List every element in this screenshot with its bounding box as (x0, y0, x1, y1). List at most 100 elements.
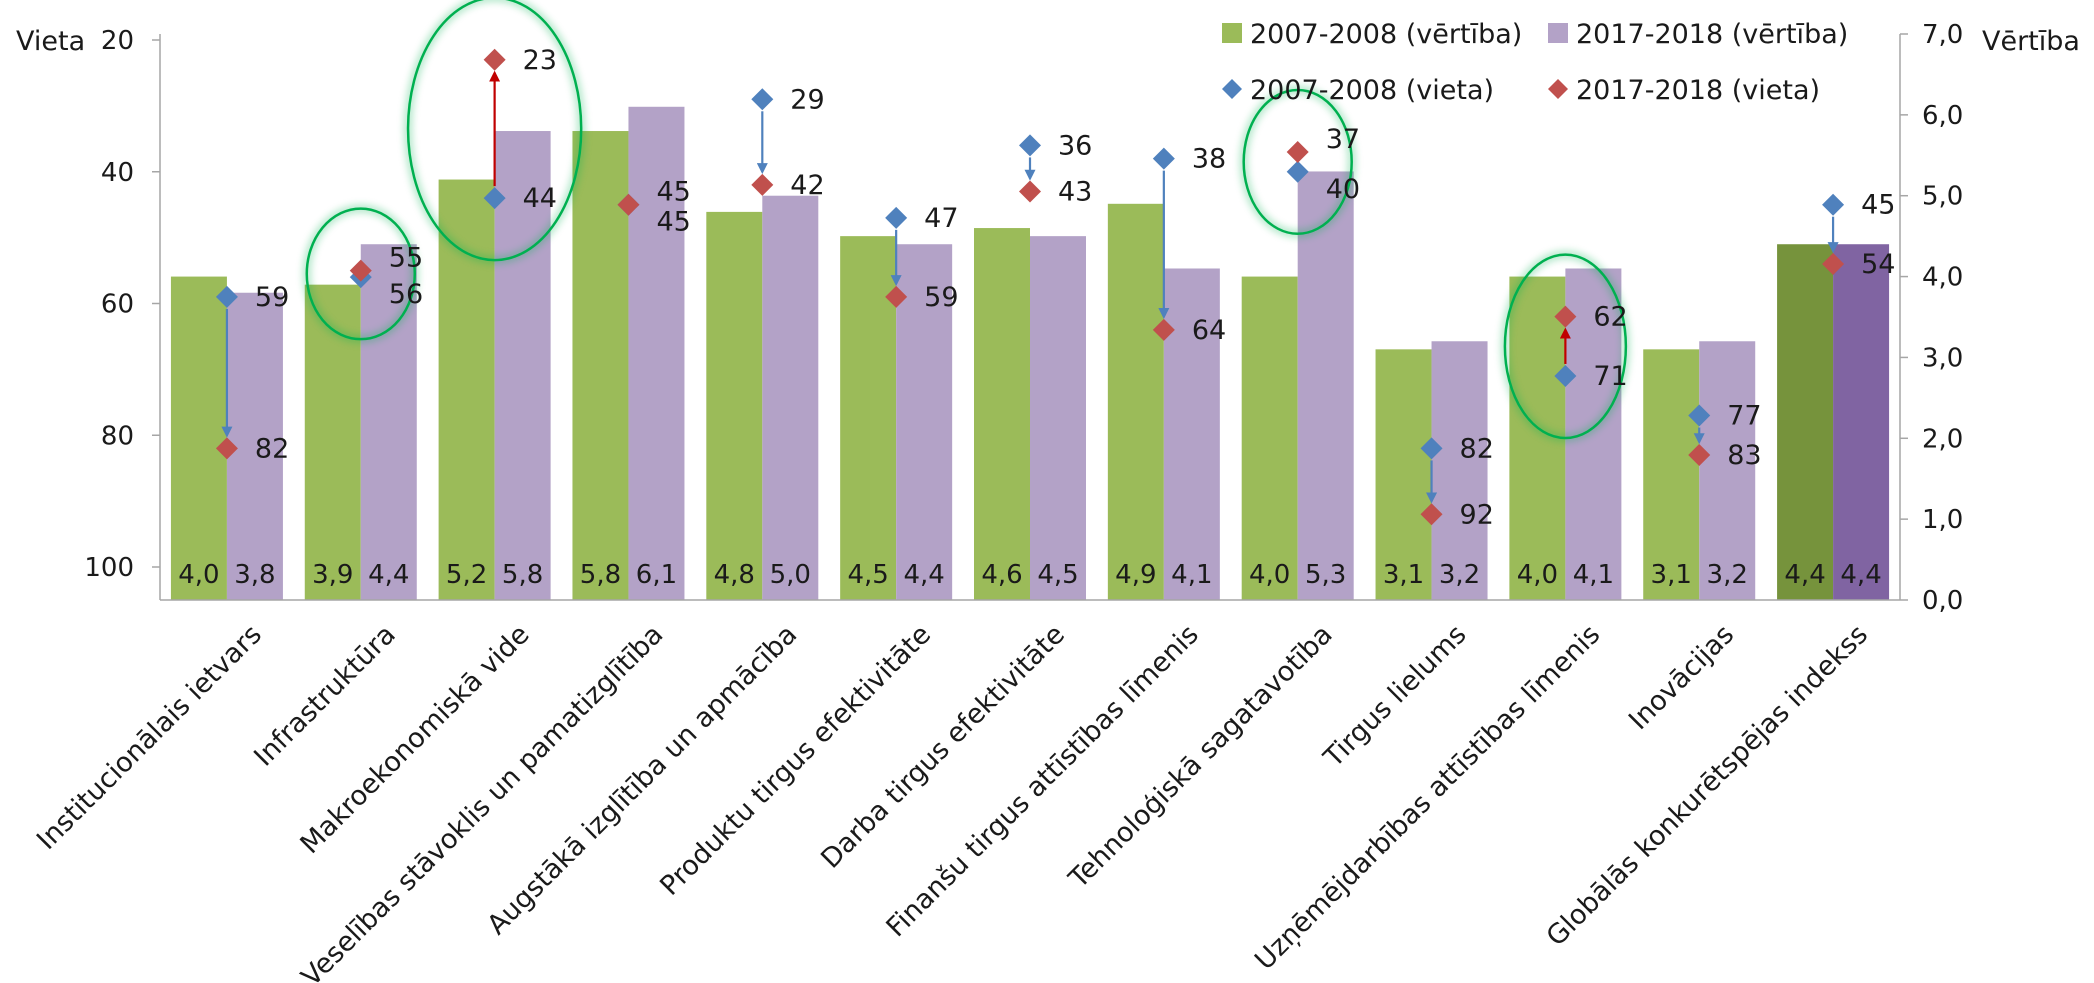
left-tick-label-2: 60 (101, 290, 134, 320)
rank-marker-2017-2 (483, 48, 506, 71)
category-label-6: Darba tirgus efektivitāte (815, 619, 1071, 875)
legend-swatch-3 (1548, 79, 1568, 99)
rank-label-2007-5: 47 (924, 203, 958, 234)
bar-2007-4 (706, 211, 763, 600)
rank-label-2017-3: 45 (656, 207, 690, 238)
legend-label-1: 2017-2018 (vērtība) (1576, 19, 1848, 50)
rank-label-2007-6: 36 (1058, 130, 1092, 161)
category-label-0: Institucionālais ietvars (31, 619, 268, 856)
rank-label-2017-12: 54 (1861, 249, 1895, 280)
rank-marker-2007-5 (885, 206, 908, 229)
bar-value-2017-12: 4,4 (1840, 560, 1881, 590)
left-tick-label-1: 40 (101, 158, 134, 188)
highlight-ellipse-0 (305, 207, 417, 341)
bar-value-2007-11: 3,1 (1651, 560, 1692, 590)
highlight-ellipses-layer (303, 0, 1630, 442)
bar-value-2007-7: 4,9 (1115, 560, 1156, 590)
category-label-9: Tirgus lielums (1317, 619, 1472, 774)
legend: 2007-2008 (vērtība) 2017-2018 (vērtība) 20… (1222, 19, 1848, 106)
rank-label-2007-2: 44 (523, 183, 557, 214)
bar-value-2007-3: 5,8 (580, 560, 621, 590)
bar-value-2017-10: 4,1 (1573, 560, 1614, 590)
bar-2007-6 (974, 228, 1030, 601)
right-tick-label-4: 4,0 (1922, 263, 1963, 293)
rank-label-2007-3: 45 (656, 177, 690, 208)
bar-2007-11 (1643, 349, 1700, 600)
bar-value-2017-3: 6,1 (636, 560, 677, 590)
rank-markers-layer (215, 48, 1845, 526)
rank-marker-2007-2 (483, 187, 506, 210)
rank-marker-2007-10 (1554, 364, 1577, 387)
rank-label-2017-5: 59 (924, 282, 958, 313)
bar-value-2017-2: 5,8 (502, 560, 543, 590)
legend-label-3: 2017-2018 (vieta) (1576, 75, 1820, 106)
bar-value-2017-7: 4,1 (1171, 560, 1212, 590)
rank-label-2017-9: 92 (1460, 499, 1494, 530)
bar-value-2007-5: 4,5 (847, 560, 888, 590)
category-label-1: Infrastruktūra (248, 619, 401, 772)
bar-2007-9 (1375, 349, 1432, 600)
rank-marker-2007-4 (751, 88, 774, 111)
rank-marker-2007-12 (1822, 193, 1845, 216)
bar-value-2007-0: 4,0 (178, 560, 219, 590)
category-label-5: Produktu tirgus efektivitāte (654, 619, 937, 902)
bar-2017-12 (1833, 244, 1890, 600)
rank-label-2007-1: 56 (389, 279, 423, 310)
left-tick-label-3: 80 (101, 421, 134, 451)
rank-label-2017-6: 43 (1058, 177, 1092, 208)
bar-2007-0 (170, 276, 227, 600)
category-label-11: Inovācijas (1623, 619, 1740, 736)
bar-2017-9 (1431, 341, 1488, 600)
bar-2017-3 (628, 106, 685, 601)
rank-marker-2007-9 (1420, 437, 1443, 460)
left-axis-title: Vieta (16, 26, 85, 57)
legend-label-2: 2007-2008 (vieta) (1250, 75, 1494, 106)
rank-marker-2017-10 (1554, 305, 1577, 328)
rank-label-2007-4: 29 (790, 84, 824, 115)
bar-value-2007-10: 4,0 (1517, 560, 1558, 590)
right-tick-label-6: 6,0 (1922, 101, 1963, 131)
bar-2017-4 (762, 195, 819, 600)
rank-marker-2007-0 (215, 285, 238, 308)
category-label-2: Makroekonomiskā vide (295, 619, 536, 860)
bar-value-2017-4: 5,0 (770, 560, 811, 590)
bar-value-2007-8: 4,0 (1249, 560, 1290, 590)
rank-marker-2007-7 (1152, 147, 1175, 170)
bar-value-2017-8: 5,3 (1305, 560, 1346, 590)
highlight-ellipse-1 (406, 0, 583, 262)
bar-2007-7 (1107, 203, 1164, 601)
right-tick-label-5: 5,0 (1922, 182, 1963, 212)
rank-label-2007-0: 59 (255, 282, 289, 313)
bar-2007-8 (1241, 276, 1298, 600)
rank-label-2007-12: 45 (1861, 190, 1895, 221)
rank-label-2007-7: 38 (1192, 144, 1226, 175)
rank-label-2007-9: 82 (1460, 433, 1494, 464)
legend-label-0: 2007-2008 (vērtība) (1250, 19, 1522, 50)
legend-swatch-2 (1222, 79, 1242, 99)
rank-marker-2017-5 (885, 285, 908, 308)
rank-label-2017-2: 23 (523, 45, 557, 76)
rank-label-2017-1: 55 (389, 243, 423, 274)
bar-value-2007-9: 3,1 (1383, 560, 1424, 590)
labels-layer: 4,0 3,8 3,9 4,4 5,2 5,8 5,8 6,1 4,8 5,0 4,5 4,4 4,6 4… (178, 45, 1895, 590)
bar-value-2007-1: 3,9 (312, 560, 353, 590)
bar-value-2007-12: 4,4 (1784, 560, 1825, 590)
bar-value-2007-6: 4,6 (981, 560, 1022, 590)
highlight-ellipse-3 (1503, 253, 1628, 440)
legend-swatch-0 (1222, 23, 1242, 43)
bar-2007-5 (840, 236, 897, 600)
rank-label-2007-8: 40 (1326, 174, 1360, 205)
rank-label-2007-11: 77 (1727, 400, 1761, 431)
rank-label-2017-10: 62 (1593, 302, 1627, 333)
bar-value-2007-2: 5,2 (446, 560, 487, 590)
rank-marker-2017-8 (1286, 140, 1309, 163)
rank-label-2017-7: 64 (1192, 315, 1226, 346)
left-tick-label-0: 20 (101, 26, 134, 56)
bar-2007-12 (1777, 244, 1834, 600)
rank-marker-2007-6 (1019, 134, 1041, 157)
bar-2017-0 (226, 292, 283, 600)
rank-marker-2017-11 (1688, 444, 1711, 467)
rank-label-2017-11: 83 (1727, 440, 1761, 471)
bar-2007-3 (572, 131, 629, 600)
